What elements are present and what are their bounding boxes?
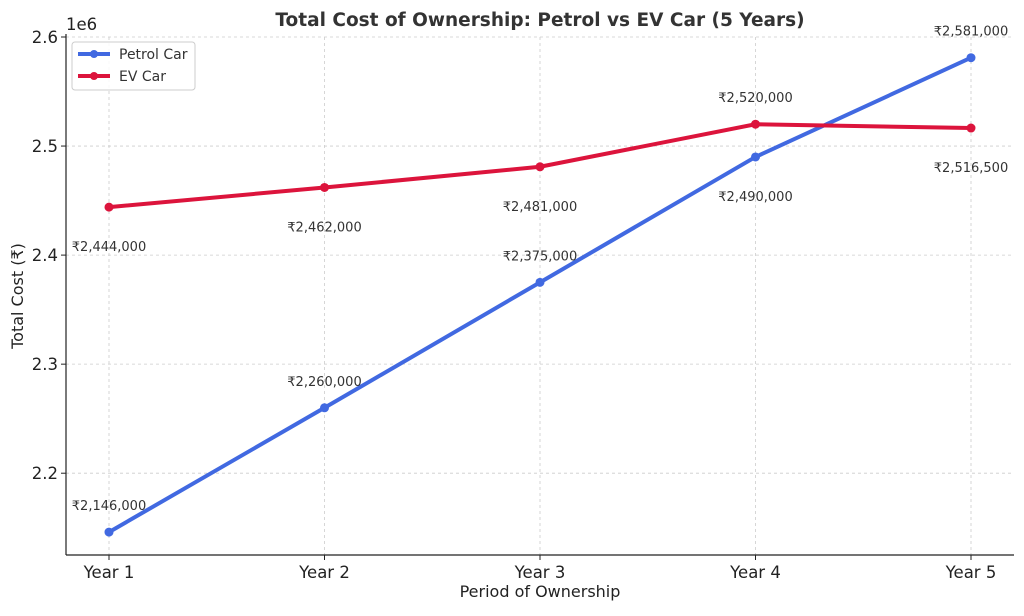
- data-label: ₹2,490,000: [718, 190, 792, 205]
- y-axis-label: Total Cost (₹): [8, 243, 27, 350]
- data-label: ₹2,462,000: [287, 220, 361, 235]
- data-label: ₹2,581,000: [934, 25, 1008, 40]
- data-point: [104, 202, 114, 212]
- y-tick-label: 2.4: [32, 246, 58, 265]
- data-point: [535, 162, 545, 172]
- data-label: ₹2,260,000: [287, 375, 361, 390]
- legend-entry: Petrol Car: [119, 47, 188, 63]
- axes: 2.2 2.3 2.4 2.5 2.6 Year 1 Year 2 Year 3 Year 4 Y…: [32, 28, 1014, 582]
- legend: Petrol Car EV Car: [71, 41, 196, 91]
- data-point: [751, 152, 760, 162]
- data-point: [320, 182, 329, 192]
- grid-lines: [66, 36, 1014, 555]
- x-tick-label: Year 1: [83, 563, 135, 582]
- data-labels: ₹2,146,000 ₹2,260,000 ₹2,375,000 ₹2,490,000…: [72, 25, 1008, 514]
- series-layer: [104, 53, 976, 537]
- data-point: [535, 277, 545, 287]
- data-point: [966, 123, 976, 133]
- x-tick-label: Year 5: [945, 563, 997, 582]
- data-point: [751, 119, 760, 129]
- data-point: [966, 53, 976, 63]
- y-tick-label: 2.5: [32, 137, 58, 156]
- y-tick-label: 2.6: [32, 28, 58, 47]
- x-tick-label: Year 3: [514, 563, 566, 582]
- legend-entry: EV Car: [119, 69, 166, 85]
- y-axis-offset-label: 1e6: [66, 15, 97, 34]
- legend-marker: [90, 50, 98, 58]
- data-label: ₹2,481,000: [503, 200, 577, 215]
- x-tick-label: Year 2: [298, 563, 350, 582]
- x-axis-label: Period of Ownership: [460, 582, 621, 601]
- chart-title: Total Cost of Ownership: Petrol vs EV Ca…: [275, 10, 804, 31]
- data-label: ₹2,516,500: [934, 161, 1008, 176]
- x-tick-label: Year 4: [729, 563, 781, 582]
- data-point: [320, 403, 329, 413]
- y-tick-label: 2.3: [32, 355, 58, 374]
- data-label: ₹2,520,000: [718, 91, 792, 106]
- data-point: [104, 527, 114, 537]
- data-label: ₹2,375,000: [503, 249, 577, 264]
- y-tick-label: 2.2: [32, 464, 58, 483]
- data-label: ₹2,444,000: [72, 240, 146, 255]
- legend-marker: [90, 72, 98, 80]
- data-label: ₹2,146,000: [72, 499, 146, 514]
